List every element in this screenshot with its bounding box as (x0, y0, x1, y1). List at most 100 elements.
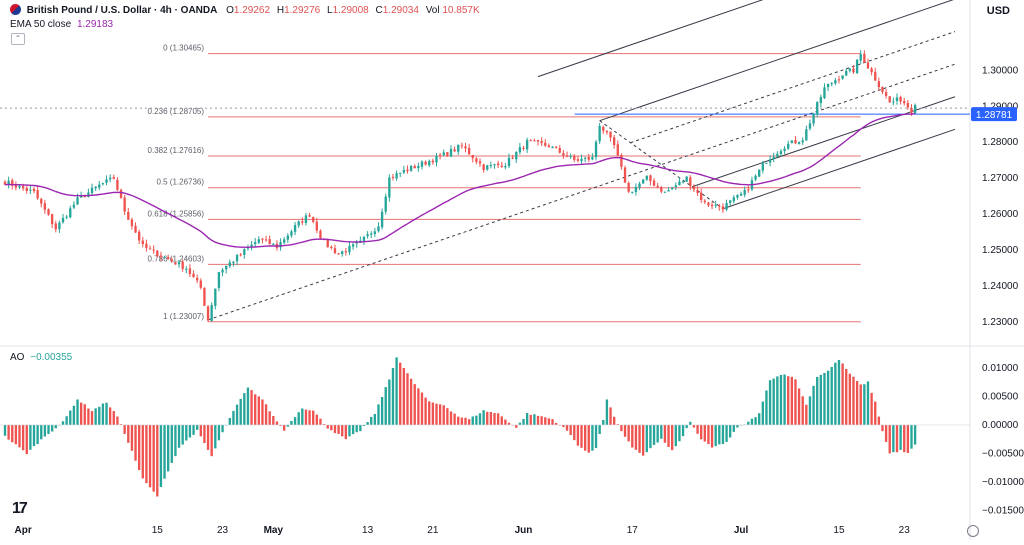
candle-body (177, 262, 181, 265)
candle-body (743, 189, 746, 195)
current-price-tag-text: 1.28781 (976, 110, 1013, 121)
candle-body (58, 222, 61, 230)
candle-body (141, 240, 144, 245)
candle-body (239, 254, 242, 256)
ao-bar (507, 422, 511, 425)
candle-body (399, 172, 402, 174)
candle-body (696, 190, 699, 194)
ao-bar (620, 424, 623, 432)
candle-body (417, 165, 420, 169)
ao-legend[interactable]: AO −0.00355 (10, 352, 73, 363)
ao-bar (565, 424, 569, 431)
x-tick-label: Jul (734, 525, 749, 536)
ao-bar (72, 405, 76, 425)
ao-bar (116, 416, 119, 425)
ao-bar (221, 424, 224, 433)
ao-bar (413, 384, 416, 425)
candle-body (783, 148, 786, 152)
ao-bar (612, 416, 616, 425)
candle-body (61, 217, 65, 223)
candle-body (304, 215, 308, 224)
ao-bar (551, 419, 554, 425)
ao-bar (598, 424, 601, 434)
candle-body (14, 184, 18, 188)
candle-body (475, 158, 478, 162)
ao-bar (631, 424, 634, 448)
candle-body (94, 186, 97, 189)
ao-bar (3, 424, 7, 436)
pitchfork-lower-line (722, 128, 956, 210)
candle-body (272, 243, 275, 245)
candle-body (754, 175, 757, 180)
ao-bar (845, 368, 848, 425)
ao-y-tick-label: −0.01000 (982, 477, 1024, 488)
ao-bar (460, 417, 464, 425)
collapse-legend-icon[interactable]: ⌃ (11, 33, 25, 45)
ao-bar (721, 424, 725, 444)
candle-body (544, 142, 547, 146)
settings-gear-icon[interactable] (967, 525, 979, 537)
ao-bar (322, 424, 326, 425)
candle-body (482, 164, 485, 170)
ao-bar (547, 418, 551, 425)
candle-body (330, 246, 333, 248)
candle-body (344, 251, 348, 253)
candle-body (670, 187, 674, 190)
candle-body (362, 236, 366, 242)
ao-bar (710, 424, 714, 448)
ao-bar (884, 424, 888, 442)
candle-body (525, 140, 529, 150)
ao-bar (652, 424, 656, 445)
ao-bar (768, 380, 772, 425)
ao-bar (573, 424, 576, 441)
candle-body (830, 83, 833, 85)
ao-bar (467, 419, 471, 425)
candle-body (678, 181, 681, 186)
ao-bar (417, 388, 420, 425)
candle-body (729, 200, 732, 203)
pitchfork-median-line (207, 63, 956, 321)
symbol-title[interactable]: British Pound / U.S. Dollar · 4h · OANDA (26, 5, 218, 16)
y-tick-label: 1.23000 (982, 317, 1019, 328)
x-tick-label: Jun (515, 525, 533, 536)
candle-body (551, 146, 554, 148)
ohlc-close: C1.29034 (375, 5, 419, 16)
candle-body (761, 163, 765, 171)
candle-body (250, 244, 253, 247)
ao-bar (790, 376, 794, 425)
candle-body (105, 179, 108, 183)
ao-bar (634, 424, 638, 450)
ema-legend[interactable]: EMA 50 close 1.29183 (10, 19, 114, 30)
ao-bar (275, 421, 279, 425)
symbol-flag-icon (10, 4, 21, 15)
fib-level-label: 1 (1.23007) (163, 312, 204, 321)
candle-body (420, 161, 424, 167)
ao-bar (758, 413, 761, 425)
ao-bar (518, 422, 522, 425)
candle-body (732, 197, 735, 202)
pitchfork-inner-line (630, 31, 956, 144)
ao-bar (399, 362, 402, 425)
ao-bar (428, 401, 431, 425)
ao-bar (130, 424, 134, 451)
ema-line (4, 113, 916, 249)
candle-body (899, 97, 902, 102)
candle-body (214, 288, 217, 306)
candle-body (518, 147, 522, 153)
candle-body (718, 205, 721, 207)
ao-bar (101, 403, 105, 425)
candle-body (257, 239, 260, 243)
candle-body (700, 192, 703, 201)
ao-bar (841, 363, 844, 425)
ao-bar (623, 424, 627, 437)
ao-bar (304, 409, 308, 425)
currency-label[interactable]: USD (986, 5, 1010, 17)
candle-body (612, 137, 616, 146)
candle-body (40, 199, 43, 204)
ao-bar (18, 424, 21, 448)
candle-body (326, 240, 329, 248)
ao-bar (105, 402, 108, 425)
ao-bar (562, 424, 565, 428)
